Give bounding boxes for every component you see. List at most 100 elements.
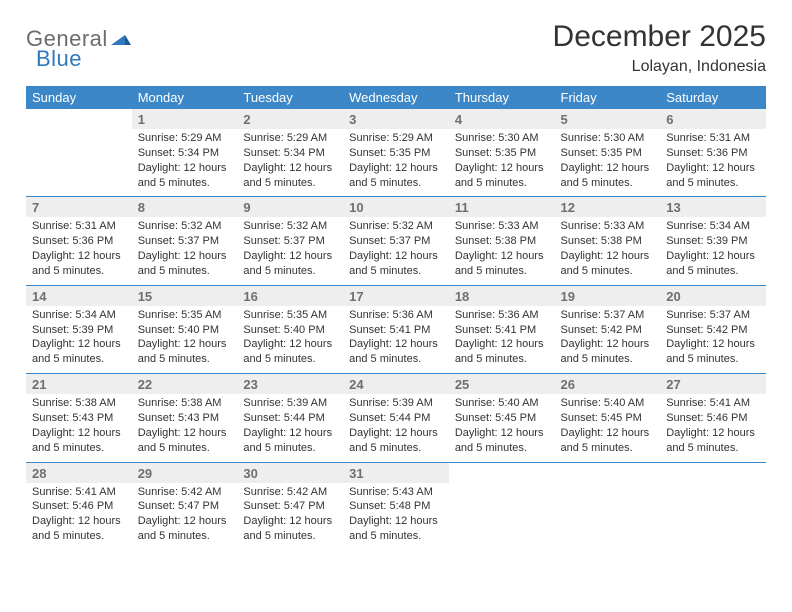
sunrise-line: Sunrise: 5:33 AM xyxy=(561,219,655,234)
day-number-cell xyxy=(449,463,555,483)
day-detail-cell: Sunrise: 5:29 AMSunset: 5:34 PMDaylight:… xyxy=(237,129,343,197)
day-detail-cell: Sunrise: 5:35 AMSunset: 5:40 PMDaylight:… xyxy=(237,306,343,374)
sunrise-line: Sunrise: 5:42 AM xyxy=(138,485,232,500)
day-header: Saturday xyxy=(660,86,766,109)
day-header: Thursday xyxy=(449,86,555,109)
daylight-line: Daylight: 12 hours and 5 minutes. xyxy=(243,337,337,367)
sunset-line: Sunset: 5:35 PM xyxy=(455,146,549,161)
day-detail-cell: Sunrise: 5:31 AMSunset: 5:36 PMDaylight:… xyxy=(660,129,766,197)
day-number-cell: 31 xyxy=(343,463,449,483)
sunrise-line: Sunrise: 5:35 AM xyxy=(138,308,232,323)
day-detail-cell: Sunrise: 5:36 AMSunset: 5:41 PMDaylight:… xyxy=(449,306,555,374)
daylight-line: Daylight: 12 hours and 5 minutes. xyxy=(138,249,232,279)
day-number-cell: 11 xyxy=(449,197,555,217)
sunset-line: Sunset: 5:36 PM xyxy=(666,146,760,161)
sunset-line: Sunset: 5:37 PM xyxy=(349,234,443,249)
day-detail-cell: Sunrise: 5:37 AMSunset: 5:42 PMDaylight:… xyxy=(555,306,661,374)
sunrise-line: Sunrise: 5:31 AM xyxy=(666,131,760,146)
daylight-line: Daylight: 12 hours and 5 minutes. xyxy=(138,161,232,191)
day-detail-cell: Sunrise: 5:29 AMSunset: 5:34 PMDaylight:… xyxy=(132,129,238,197)
day-number-cell: 3 xyxy=(343,109,449,129)
sunset-line: Sunset: 5:42 PM xyxy=(561,323,655,338)
sunrise-line: Sunrise: 5:32 AM xyxy=(243,219,337,234)
day-header: Monday xyxy=(132,86,238,109)
calendar-head: SundayMondayTuesdayWednesdayThursdayFrid… xyxy=(26,86,766,109)
sunset-line: Sunset: 5:38 PM xyxy=(561,234,655,249)
sunset-line: Sunset: 5:37 PM xyxy=(243,234,337,249)
day-number-cell: 13 xyxy=(660,197,766,217)
daylight-line: Daylight: 12 hours and 5 minutes. xyxy=(561,426,655,456)
day-number-cell: 8 xyxy=(132,197,238,217)
day-detail-cell: Sunrise: 5:30 AMSunset: 5:35 PMDaylight:… xyxy=(555,129,661,197)
day-detail-cell: Sunrise: 5:34 AMSunset: 5:39 PMDaylight:… xyxy=(26,306,132,374)
daylight-line: Daylight: 12 hours and 5 minutes. xyxy=(455,161,549,191)
sunrise-line: Sunrise: 5:42 AM xyxy=(243,485,337,500)
day-detail-cell: Sunrise: 5:42 AMSunset: 5:47 PMDaylight:… xyxy=(132,483,238,550)
day-detail-cell: Sunrise: 5:32 AMSunset: 5:37 PMDaylight:… xyxy=(237,217,343,285)
day-detail-cell xyxy=(660,483,766,550)
day-number-cell xyxy=(555,463,661,483)
day-detail-cell: Sunrise: 5:33 AMSunset: 5:38 PMDaylight:… xyxy=(555,217,661,285)
day-detail-cell: Sunrise: 5:32 AMSunset: 5:37 PMDaylight:… xyxy=(343,217,449,285)
daylight-line: Daylight: 12 hours and 5 minutes. xyxy=(666,249,760,279)
sunset-line: Sunset: 5:34 PM xyxy=(243,146,337,161)
sunrise-line: Sunrise: 5:38 AM xyxy=(32,396,126,411)
daylight-line: Daylight: 12 hours and 5 minutes. xyxy=(32,426,126,456)
daylight-line: Daylight: 12 hours and 5 minutes. xyxy=(243,514,337,544)
sunrise-line: Sunrise: 5:36 AM xyxy=(349,308,443,323)
day-header: Sunday xyxy=(26,86,132,109)
day-number-cell: 21 xyxy=(26,374,132,394)
day-detail-row: Sunrise: 5:29 AMSunset: 5:34 PMDaylight:… xyxy=(26,129,766,197)
sunrise-line: Sunrise: 5:34 AM xyxy=(666,219,760,234)
daylight-line: Daylight: 12 hours and 5 minutes. xyxy=(349,249,443,279)
logo-text-blue: Blue xyxy=(36,46,82,71)
daylight-line: Daylight: 12 hours and 5 minutes. xyxy=(561,161,655,191)
day-number-cell: 14 xyxy=(26,286,132,306)
day-detail-cell: Sunrise: 5:30 AMSunset: 5:35 PMDaylight:… xyxy=(449,129,555,197)
day-number-cell: 24 xyxy=(343,374,449,394)
daylight-line: Daylight: 12 hours and 5 minutes. xyxy=(32,337,126,367)
day-number-cell: 20 xyxy=(660,286,766,306)
sunset-line: Sunset: 5:45 PM xyxy=(561,411,655,426)
sunset-line: Sunset: 5:44 PM xyxy=(349,411,443,426)
daylight-line: Daylight: 12 hours and 5 minutes. xyxy=(349,161,443,191)
daylight-line: Daylight: 12 hours and 5 minutes. xyxy=(349,426,443,456)
day-number-cell: 12 xyxy=(555,197,661,217)
location: Lolayan, Indonesia xyxy=(553,58,766,76)
day-detail-cell: Sunrise: 5:41 AMSunset: 5:46 PMDaylight:… xyxy=(660,394,766,462)
day-detail-cell: Sunrise: 5:38 AMSunset: 5:43 PMDaylight:… xyxy=(132,394,238,462)
day-detail-cell: Sunrise: 5:41 AMSunset: 5:46 PMDaylight:… xyxy=(26,483,132,550)
day-detail-cell: Sunrise: 5:40 AMSunset: 5:45 PMDaylight:… xyxy=(449,394,555,462)
daylight-line: Daylight: 12 hours and 5 minutes. xyxy=(138,514,232,544)
daylight-line: Daylight: 12 hours and 5 minutes. xyxy=(349,514,443,544)
day-number-cell: 29 xyxy=(132,463,238,483)
day-number-cell: 23 xyxy=(237,374,343,394)
sunrise-line: Sunrise: 5:37 AM xyxy=(561,308,655,323)
daylight-line: Daylight: 12 hours and 5 minutes. xyxy=(243,249,337,279)
day-detail-cell: Sunrise: 5:29 AMSunset: 5:35 PMDaylight:… xyxy=(343,129,449,197)
day-detail-cell xyxy=(555,483,661,550)
day-number-cell: 4 xyxy=(449,109,555,129)
day-detail-cell: Sunrise: 5:35 AMSunset: 5:40 PMDaylight:… xyxy=(132,306,238,374)
daylight-line: Daylight: 12 hours and 5 minutes. xyxy=(243,161,337,191)
day-number-cell: 10 xyxy=(343,197,449,217)
sunset-line: Sunset: 5:40 PM xyxy=(243,323,337,338)
daylight-line: Daylight: 12 hours and 5 minutes. xyxy=(138,337,232,367)
day-detail-cell: Sunrise: 5:34 AMSunset: 5:39 PMDaylight:… xyxy=(660,217,766,285)
daylight-line: Daylight: 12 hours and 5 minutes. xyxy=(455,426,549,456)
logo-mark-icon xyxy=(111,29,131,50)
sunrise-line: Sunrise: 5:30 AM xyxy=(455,131,549,146)
sunrise-line: Sunrise: 5:30 AM xyxy=(561,131,655,146)
day-detail-cell: Sunrise: 5:40 AMSunset: 5:45 PMDaylight:… xyxy=(555,394,661,462)
sunset-line: Sunset: 5:43 PM xyxy=(32,411,126,426)
day-number-cell xyxy=(26,109,132,129)
sunrise-line: Sunrise: 5:39 AM xyxy=(349,396,443,411)
day-detail-cell: Sunrise: 5:38 AMSunset: 5:43 PMDaylight:… xyxy=(26,394,132,462)
sunrise-line: Sunrise: 5:29 AM xyxy=(349,131,443,146)
day-detail-cell: Sunrise: 5:39 AMSunset: 5:44 PMDaylight:… xyxy=(343,394,449,462)
sunrise-line: Sunrise: 5:34 AM xyxy=(32,308,126,323)
daylight-line: Daylight: 12 hours and 5 minutes. xyxy=(243,426,337,456)
day-number-cell: 15 xyxy=(132,286,238,306)
sunset-line: Sunset: 5:41 PM xyxy=(349,323,443,338)
sunset-line: Sunset: 5:44 PM xyxy=(243,411,337,426)
